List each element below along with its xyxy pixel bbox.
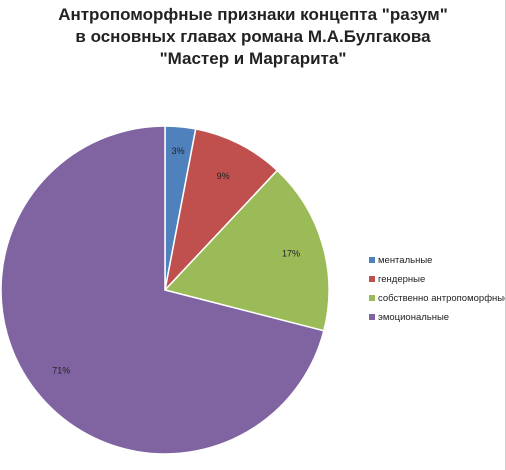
legend-item-gender: гендерные xyxy=(369,274,505,293)
data-label-anthropomorphic: 17% xyxy=(282,248,300,258)
legend-label-anthropomorphic: собственно антропоморфные xyxy=(378,293,505,304)
chart-title-line-3: "Мастер и Маргарита" xyxy=(159,49,347,68)
pie-slice-gender xyxy=(163,128,279,293)
chart-title-line-2: в основных главах романа М.А.Булгакова xyxy=(75,27,431,46)
data-label-mental: 3% xyxy=(172,146,185,156)
legend-swatch-mental xyxy=(369,257,375,263)
pie-slice-emotional xyxy=(0,125,325,455)
chart-title: Антропоморфные признаки концепта "разум"… xyxy=(0,4,506,70)
data-label-gender: 9% xyxy=(217,171,230,181)
legend-swatch-emotional xyxy=(369,314,375,320)
data-label-emotional: 71% xyxy=(52,365,70,375)
legend: ментальные гендерные собственно антропом… xyxy=(369,255,505,331)
legend-label-mental: ментальные xyxy=(378,255,433,266)
chart-title-line-1: Антропоморфные признаки концепта "разум" xyxy=(58,5,448,24)
legend-item-mental: ментальные xyxy=(369,255,505,274)
legend-swatch-gender xyxy=(369,276,375,282)
legend-item-emotional: эмоциональные xyxy=(369,312,505,331)
legend-swatch-anthropomorphic xyxy=(369,295,375,301)
legend-label-gender: гендерные xyxy=(378,274,426,285)
legend-label-emotional: эмоциональные xyxy=(378,312,450,323)
legend-item-anthropomorphic: собственно антропоморфные xyxy=(369,293,505,312)
pie-slice-anthropomorphic xyxy=(163,169,330,332)
